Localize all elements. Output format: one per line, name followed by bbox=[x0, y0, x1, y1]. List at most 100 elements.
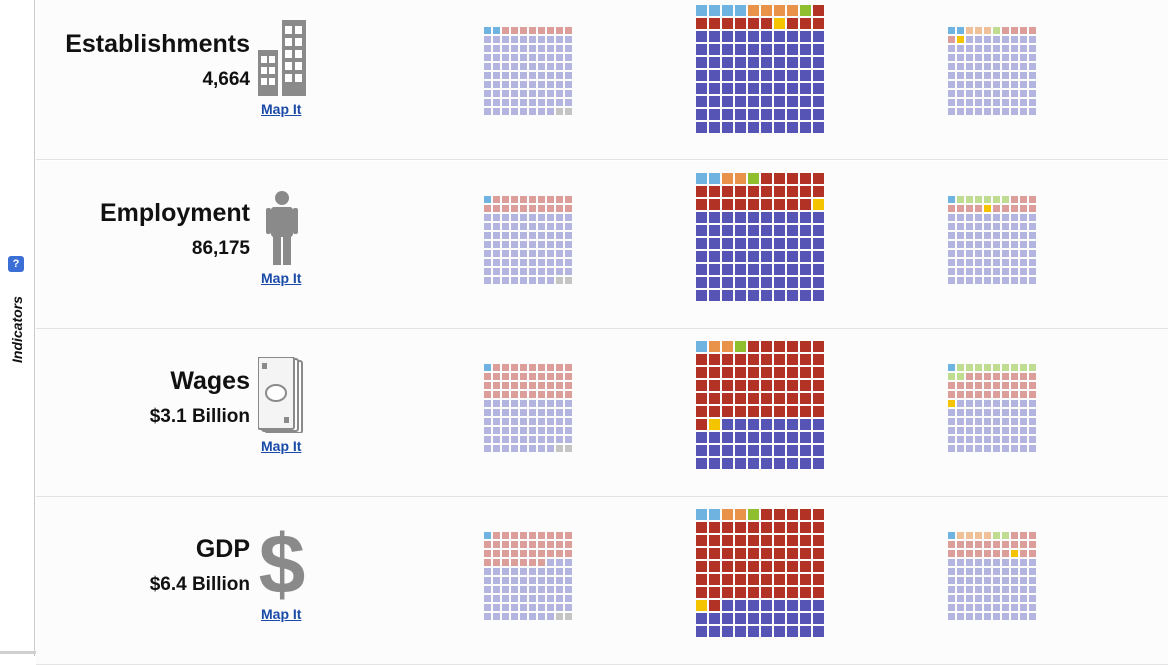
waffle-cell-dark-blue bbox=[722, 432, 733, 443]
waffle-cell-pale-blue bbox=[556, 54, 563, 61]
waffle-cell-pale-blue bbox=[1020, 268, 1027, 275]
waffle-cell-pale-blue bbox=[984, 81, 991, 88]
waffle-cell-pale-blue bbox=[502, 445, 509, 452]
waffle-cell-pale-blue bbox=[556, 90, 563, 97]
waffle-cell-pale-red bbox=[511, 373, 518, 380]
waffle-cell-dark-red bbox=[787, 509, 798, 520]
waffle-cell-dark-blue bbox=[735, 419, 746, 430]
waffle-cell-pale-red bbox=[520, 196, 527, 203]
waffle-cell-pale-blue bbox=[502, 277, 509, 284]
waffle-cell-pale-blue bbox=[1020, 577, 1027, 584]
waffle-cell-dark-blue bbox=[774, 31, 785, 42]
waffle-cell-pale-blue bbox=[993, 445, 1000, 452]
waffle-cell-pale-blue bbox=[975, 81, 982, 88]
waffle-cell-pale-green bbox=[1011, 364, 1018, 371]
waffle-cell-dark-blue bbox=[774, 432, 785, 443]
waffle-cell-dark-blue bbox=[761, 277, 772, 288]
waffle-cell-pale-red bbox=[565, 364, 572, 371]
waffle-cell-pale-red bbox=[538, 205, 545, 212]
waffle-cell-pale-blue bbox=[538, 445, 545, 452]
waffle-chart-state-share bbox=[484, 364, 572, 452]
help-icon[interactable]: ? bbox=[8, 256, 24, 272]
waffle-cell-dark-red bbox=[735, 199, 746, 210]
waffle-cell-pale-blue bbox=[547, 259, 554, 266]
waffle-cell-pale-red bbox=[484, 559, 491, 566]
waffle-cell-light-blue bbox=[948, 532, 955, 539]
waffle-cell-pale-blue bbox=[957, 81, 964, 88]
waffle-cell-pale-blue bbox=[1002, 90, 1009, 97]
waffle-cell-pale-blue bbox=[1011, 445, 1018, 452]
waffle-cell-dark-blue bbox=[709, 57, 720, 68]
waffle-cell-dark-red bbox=[813, 535, 824, 546]
waffle-cell-pale-blue bbox=[948, 604, 955, 611]
waffle-cell-pale-red bbox=[975, 205, 982, 212]
waffle-cell-pale-blue bbox=[966, 45, 973, 52]
waffle-cell-pale-blue bbox=[565, 259, 572, 266]
waffle-cell-pale-blue bbox=[520, 250, 527, 257]
waffle-cell-pale-blue bbox=[1002, 568, 1009, 575]
waffle-cell-orange bbox=[787, 5, 798, 16]
waffle-cell-pale-red bbox=[502, 532, 509, 539]
waffle-cell-pale-blue bbox=[511, 445, 518, 452]
waffle-cell-pale-blue bbox=[556, 400, 563, 407]
waffle-cell-dark-blue bbox=[748, 445, 759, 456]
waffle-cell-orange bbox=[722, 509, 733, 520]
waffle-cell-pale-blue bbox=[948, 559, 955, 566]
waffle-cell-dark-blue bbox=[787, 122, 798, 133]
waffle-cell-pale-blue bbox=[957, 63, 964, 70]
waffle-cell-pale-blue bbox=[484, 613, 491, 620]
waffle-cell-pale-blue bbox=[493, 232, 500, 239]
waffle-cell-pale-blue bbox=[493, 409, 500, 416]
waffle-cell-pale-blue bbox=[556, 223, 563, 230]
map-it-link[interactable]: Map It bbox=[261, 438, 302, 454]
waffle-cell-pale-red bbox=[484, 550, 491, 557]
waffle-cell-pale-blue bbox=[1011, 223, 1018, 230]
waffle-cell-pale-blue bbox=[1002, 427, 1009, 434]
waffle-cell-pale-blue bbox=[1029, 36, 1036, 43]
waffle-cell-pale-blue bbox=[565, 436, 572, 443]
waffle-cell-pale-red bbox=[547, 550, 554, 557]
waffle-cell-pale-blue bbox=[975, 90, 982, 97]
waffle-cell-pale-blue bbox=[511, 214, 518, 221]
waffle-cell-pale-blue bbox=[520, 259, 527, 266]
waffle-cell-pale-red bbox=[529, 550, 536, 557]
waffle-cell-pale-blue bbox=[502, 268, 509, 275]
waffle-cell-pale-blue bbox=[484, 400, 491, 407]
waffle-cell-dark-red bbox=[787, 587, 798, 598]
waffle-cell-dark-red bbox=[774, 522, 785, 533]
waffle-cell-dark-blue bbox=[800, 600, 811, 611]
waffle-cell-pale-blue bbox=[529, 90, 536, 97]
waffle-cell-pale-blue bbox=[984, 232, 991, 239]
waffle-cell-pale-blue bbox=[547, 54, 554, 61]
map-it-link[interactable]: Map It bbox=[261, 101, 302, 117]
waffle-cell-pale-blue bbox=[948, 90, 955, 97]
waffle-cell-dark-blue bbox=[787, 83, 798, 94]
waffle-cell-yellow bbox=[709, 419, 720, 430]
waffle-cell-dark-blue bbox=[787, 277, 798, 288]
waffle-cell-dark-blue bbox=[774, 57, 785, 68]
waffle-cell-pale-red bbox=[556, 196, 563, 203]
waffle-cell-pale-blue bbox=[484, 241, 491, 248]
waffle-cell-dark-blue bbox=[709, 264, 720, 275]
waffle-cell-dark-blue bbox=[735, 432, 746, 443]
waffle-cell-gray bbox=[565, 445, 572, 452]
waffle-cell-pale-blue bbox=[484, 595, 491, 602]
waffle-chart-state-share bbox=[484, 27, 572, 115]
waffle-cell-dark-red bbox=[774, 548, 785, 559]
waffle-cell-pale-blue bbox=[1029, 418, 1036, 425]
waffle-cell-pale-blue bbox=[484, 409, 491, 416]
waffle-cell-pale-blue bbox=[1011, 54, 1018, 61]
waffle-cell-orange bbox=[722, 341, 733, 352]
waffle-cell-dark-blue bbox=[735, 212, 746, 223]
map-it-link[interactable]: Map It bbox=[261, 606, 302, 622]
waffle-cell-pale-red bbox=[511, 550, 518, 557]
waffle-cell-pale-blue bbox=[948, 268, 955, 275]
indicator-value: $3.1 Billion bbox=[149, 406, 250, 427]
waffle-cell-pale-blue bbox=[957, 90, 964, 97]
waffle-cell-pale-red bbox=[538, 196, 545, 203]
waffle-cell-pale-blue bbox=[538, 36, 545, 43]
map-it-link[interactable]: Map It bbox=[261, 270, 302, 286]
waffle-cell-dark-blue bbox=[813, 251, 824, 262]
waffle-cell-pale-green bbox=[993, 196, 1000, 203]
waffle-cell-pale-red bbox=[1002, 550, 1009, 557]
